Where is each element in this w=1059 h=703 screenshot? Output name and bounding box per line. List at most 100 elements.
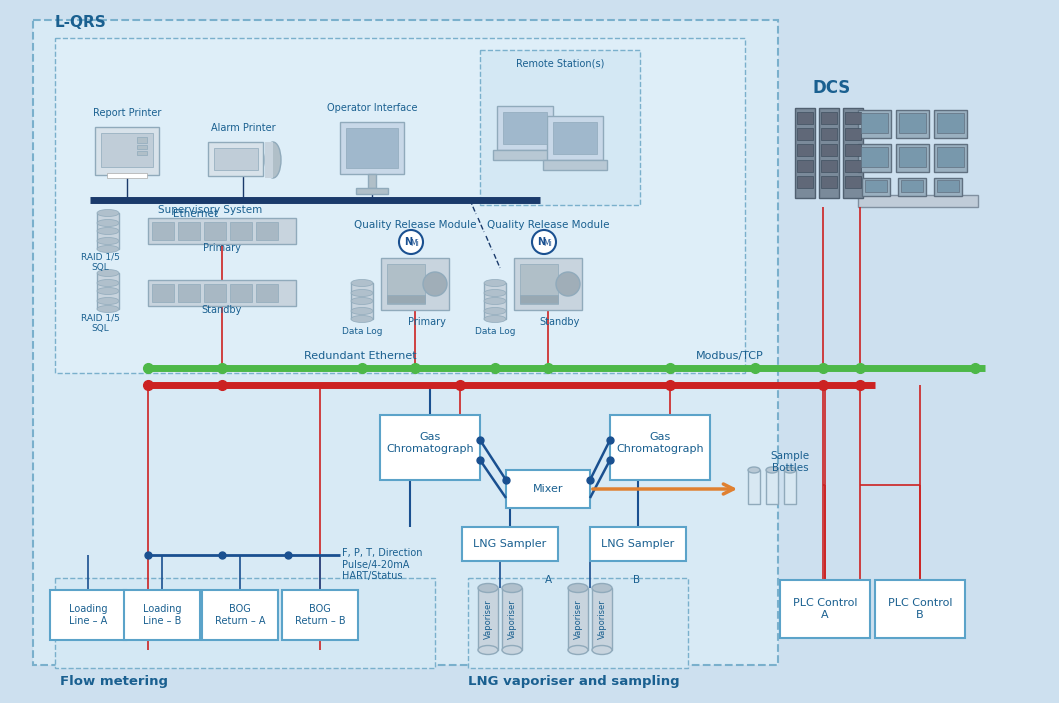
Bar bbox=[381, 258, 449, 310]
Circle shape bbox=[556, 272, 580, 296]
Text: Flow metering: Flow metering bbox=[60, 675, 168, 688]
Text: N: N bbox=[537, 237, 545, 247]
Ellipse shape bbox=[97, 306, 119, 313]
Bar bbox=[380, 415, 480, 480]
Ellipse shape bbox=[97, 269, 119, 276]
Ellipse shape bbox=[351, 290, 373, 297]
Bar bbox=[148, 280, 297, 306]
Bar bbox=[497, 106, 553, 150]
Bar bbox=[592, 588, 612, 650]
Bar bbox=[845, 160, 861, 172]
Bar bbox=[346, 128, 398, 168]
Text: Quality Release Module: Quality Release Module bbox=[354, 220, 477, 230]
Ellipse shape bbox=[351, 280, 373, 287]
Bar bbox=[875, 580, 965, 638]
Ellipse shape bbox=[97, 228, 119, 235]
Text: Data Log: Data Log bbox=[342, 328, 382, 337]
Bar bbox=[152, 222, 174, 240]
Bar bbox=[821, 112, 837, 124]
Bar bbox=[845, 176, 861, 188]
Text: Gas
Chromatograph: Gas Chromatograph bbox=[616, 432, 704, 454]
Bar bbox=[819, 108, 839, 198]
Ellipse shape bbox=[97, 297, 119, 304]
Bar bbox=[351, 283, 373, 319]
Text: RAID 1/5
SQL: RAID 1/5 SQL bbox=[80, 252, 120, 271]
Bar bbox=[548, 116, 603, 160]
Bar bbox=[256, 222, 279, 240]
Bar bbox=[934, 144, 967, 172]
Bar bbox=[282, 590, 358, 640]
Ellipse shape bbox=[484, 316, 506, 323]
Text: Loading
Line – B: Loading Line – B bbox=[143, 604, 181, 626]
Bar bbox=[480, 50, 640, 205]
Text: Data Log: Data Log bbox=[474, 328, 516, 337]
Bar bbox=[865, 180, 887, 192]
Bar bbox=[152, 284, 174, 302]
Bar bbox=[821, 176, 837, 188]
Bar bbox=[178, 284, 200, 302]
Circle shape bbox=[399, 230, 423, 254]
Bar bbox=[858, 144, 891, 172]
Bar bbox=[845, 112, 861, 124]
Bar bbox=[202, 590, 279, 640]
Bar bbox=[178, 222, 200, 240]
Text: PLC Control
B: PLC Control B bbox=[887, 598, 952, 620]
Ellipse shape bbox=[351, 297, 373, 304]
Bar bbox=[520, 295, 558, 303]
Ellipse shape bbox=[484, 290, 506, 297]
Text: B: B bbox=[633, 575, 641, 585]
Bar bbox=[797, 144, 813, 156]
Bar bbox=[387, 295, 425, 303]
Circle shape bbox=[423, 272, 447, 296]
Text: LNG vaporiser and sampling: LNG vaporiser and sampling bbox=[468, 675, 680, 688]
Bar bbox=[766, 470, 778, 504]
Text: Alarm Printer: Alarm Printer bbox=[211, 123, 275, 133]
Bar bbox=[797, 112, 813, 124]
Bar bbox=[208, 142, 263, 176]
Bar bbox=[214, 148, 258, 170]
Ellipse shape bbox=[484, 280, 506, 287]
Text: Supervisory System: Supervisory System bbox=[158, 205, 263, 215]
Bar bbox=[858, 195, 979, 207]
Bar bbox=[33, 20, 778, 665]
Bar bbox=[858, 110, 891, 138]
Text: Redundant Ethernet: Redundant Ethernet bbox=[304, 351, 416, 361]
Bar bbox=[543, 160, 607, 170]
Bar bbox=[797, 160, 813, 172]
Text: Standby: Standby bbox=[540, 317, 580, 327]
Bar bbox=[748, 470, 760, 504]
Bar bbox=[898, 178, 926, 196]
Bar bbox=[148, 218, 297, 244]
Ellipse shape bbox=[592, 583, 612, 593]
Bar bbox=[124, 590, 200, 640]
Bar bbox=[137, 145, 147, 149]
Bar bbox=[937, 180, 959, 192]
Bar bbox=[937, 147, 964, 167]
Ellipse shape bbox=[484, 307, 506, 314]
Text: Mi: Mi bbox=[411, 240, 419, 248]
Bar bbox=[861, 113, 889, 133]
Bar bbox=[230, 284, 252, 302]
Bar bbox=[468, 578, 688, 668]
Text: F, P, T, Direction
Pulse/4-20mA
HART/Status: F, P, T, Direction Pulse/4-20mA HART/Sta… bbox=[342, 548, 423, 581]
Text: N: N bbox=[403, 237, 412, 247]
Bar bbox=[97, 213, 119, 249]
Bar bbox=[590, 527, 686, 561]
Bar bbox=[256, 284, 279, 302]
Ellipse shape bbox=[265, 142, 281, 178]
Bar bbox=[367, 174, 376, 188]
Bar bbox=[514, 258, 582, 310]
Text: BOG
Return – A: BOG Return – A bbox=[215, 604, 265, 626]
Bar bbox=[821, 144, 837, 156]
Ellipse shape bbox=[97, 219, 119, 226]
Bar bbox=[568, 588, 588, 650]
Ellipse shape bbox=[766, 467, 778, 473]
Bar bbox=[861, 147, 889, 167]
Text: Primary: Primary bbox=[203, 243, 241, 253]
Bar bbox=[478, 588, 498, 650]
Ellipse shape bbox=[568, 583, 588, 593]
Text: Remote Station(s): Remote Station(s) bbox=[516, 58, 605, 68]
Circle shape bbox=[532, 230, 556, 254]
Bar bbox=[843, 108, 863, 198]
Ellipse shape bbox=[97, 280, 119, 287]
